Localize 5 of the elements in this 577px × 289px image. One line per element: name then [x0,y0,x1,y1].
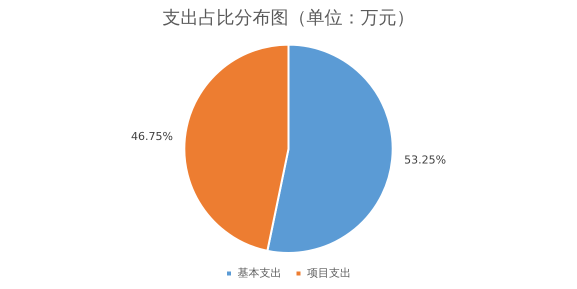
chart-title: 支出占比分布图（单位：万元） [162,7,414,28]
legend-label: 基本支出 [238,266,282,280]
data-label: 53.25% [404,154,446,167]
legend-label: 项目支出 [307,266,351,280]
data-label: 46.75% [130,130,173,143]
